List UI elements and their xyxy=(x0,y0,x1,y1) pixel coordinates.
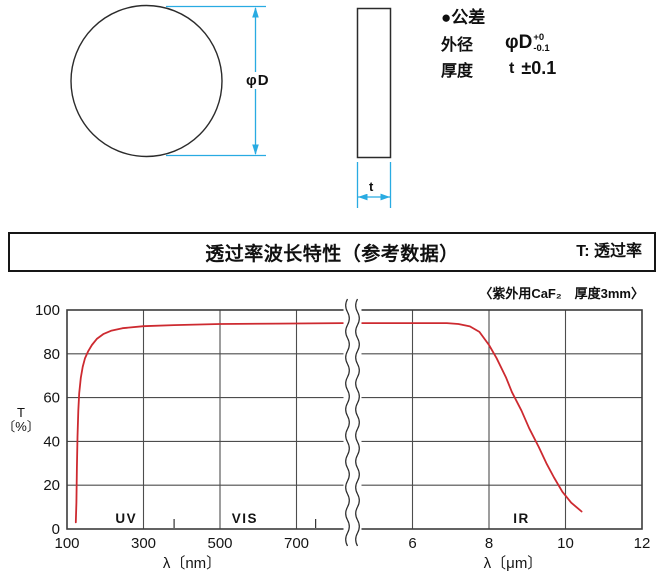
y-tick-label: 80 xyxy=(43,346,60,363)
tolerance-row-diameter: 外径 φD +0 -0.1 xyxy=(441,31,556,54)
tolerance-value: ±0.1 xyxy=(521,58,557,79)
tolerance-heading: ●公差 xyxy=(441,8,486,27)
section-legend: T: 透过率 xyxy=(576,243,642,260)
x-tick-label: 700 xyxy=(284,535,309,552)
thickness-label: t xyxy=(366,179,377,194)
x-tick-label: 12 xyxy=(634,535,651,552)
y-axis-label: T xyxy=(17,405,25,420)
y-tick-label: 60 xyxy=(43,390,60,407)
y-tick-label: 40 xyxy=(43,433,60,450)
side-view-rect xyxy=(356,7,392,159)
x-tick-label: 300 xyxy=(131,535,156,552)
transmission-curve xyxy=(74,322,583,524)
section-header-bar: 透过率波长特性（参考数据） T: 透过率 xyxy=(8,232,656,272)
tolerance-name: 外径 xyxy=(441,36,474,54)
tolerance-block: ●公差 外径 φD +0 -0.1 厚度 t ±0.1 xyxy=(441,7,556,80)
tolerance-symbol: t xyxy=(509,59,515,77)
x-axis-label-nm: λ〔nm〕 xyxy=(163,555,221,572)
y-axis-label: 〔%〕 xyxy=(2,419,40,434)
y-tick-label: 20 xyxy=(43,477,60,494)
x-axis-label-um: λ〔μm〕 xyxy=(484,555,543,572)
diameter-label: φD xyxy=(243,72,273,89)
tolerance-symbol: φD xyxy=(505,31,533,53)
region-label-vis: VIS xyxy=(232,511,258,526)
arrow-down-icon xyxy=(252,144,259,155)
section-title: 透过率波长特性（参考数据） xyxy=(205,243,459,265)
region-label-ir: IR xyxy=(513,511,530,526)
tolerance-lower: -0.1 xyxy=(533,42,550,54)
x-tick-label: 500 xyxy=(207,535,232,552)
axis-break-wave-left xyxy=(345,298,350,547)
tolerance-name: 厚度 xyxy=(441,62,474,80)
tolerance-row-thickness: 厚度 t ±0.1 xyxy=(441,57,556,80)
arrow-left-icon xyxy=(358,193,368,201)
y-tick-label: 0 xyxy=(52,521,60,538)
tolerance-upper: +0 xyxy=(533,32,545,44)
region-label-uv: UV xyxy=(115,511,137,526)
x-tick-label: 6 xyxy=(408,535,416,552)
x-tick-label: 10 xyxy=(557,535,574,552)
x-tick-label: 8 xyxy=(485,535,493,552)
transmission-chart: 100 300 500 700 6 8 10 12 0 20 40 60 80 100 λ〔nm〕 λ〔μm〕… xyxy=(2,298,651,572)
window-drawing xyxy=(70,4,392,208)
arrow-up-icon xyxy=(252,7,259,18)
arrow-right-icon xyxy=(380,193,390,201)
y-tick-label: 100 xyxy=(35,302,60,319)
x-tick-label: 100 xyxy=(54,535,79,552)
front-view-circle xyxy=(70,4,223,158)
axis-break-wave-right xyxy=(355,298,360,547)
chart-caption: 〈紫外用CaF₂ 厚度3mm〉 xyxy=(479,286,644,301)
tolerance-sup-sub: +0 -0.1 xyxy=(533,32,550,54)
